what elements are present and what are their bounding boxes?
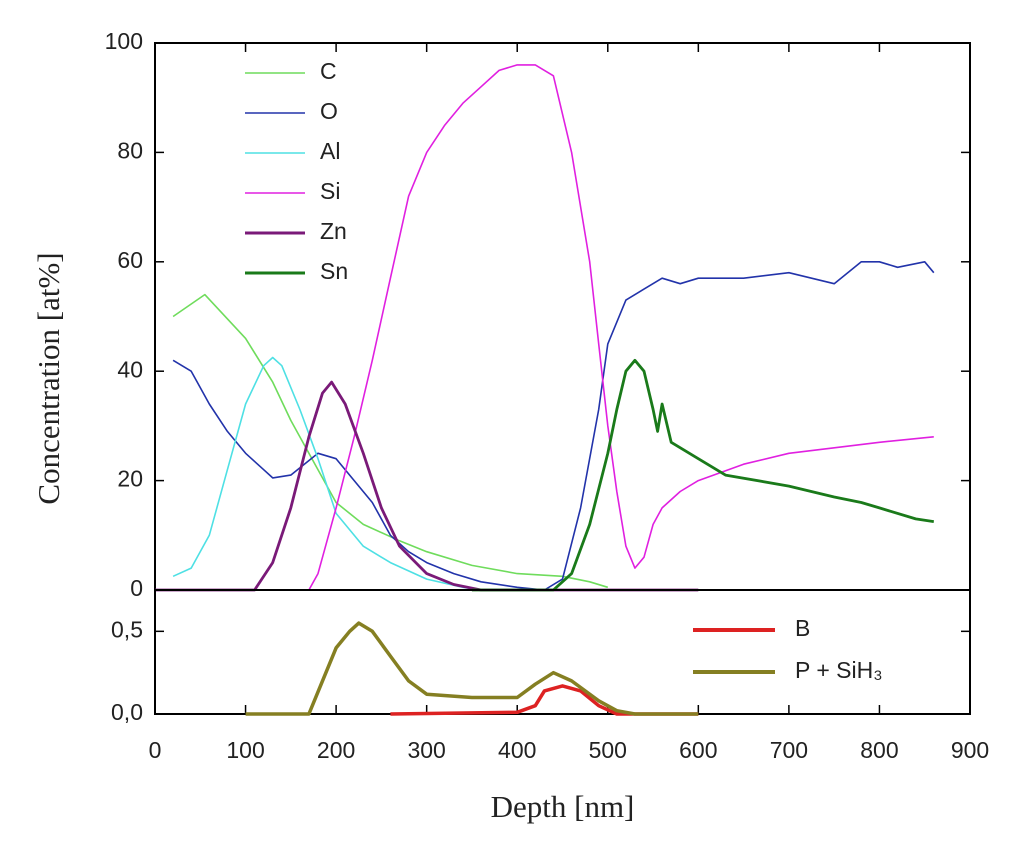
series-line (245, 621, 699, 716)
series-line (155, 380, 699, 592)
legend-label: Sn (320, 258, 348, 284)
x-tick-label: 600 (679, 737, 717, 763)
legend-label: P + SiH₃ (795, 657, 883, 683)
x-tick-label: 500 (589, 737, 627, 763)
x-tick-label: 400 (498, 737, 536, 763)
plot-frame (154, 589, 971, 715)
y-tick-label: 20 (117, 466, 143, 492)
y-tick-label: 80 (117, 137, 143, 163)
y-axis-label: Concentration [at%] (31, 252, 66, 504)
x-axis-label: Depth [nm] (491, 789, 635, 824)
x-tick-label: 800 (860, 737, 898, 763)
series-line (471, 358, 935, 592)
series-line (390, 684, 699, 716)
x-tick-label: 300 (407, 737, 445, 763)
x-tick-label: 100 (226, 737, 264, 763)
series-line (172, 356, 482, 591)
y-tick-label: 40 (117, 356, 143, 382)
legend-label: Al (320, 138, 340, 164)
y-tick-label: 0 (130, 575, 143, 601)
series-line (155, 64, 934, 591)
y-tick-label: 0,5 (111, 616, 143, 642)
y-tick-label: 100 (105, 28, 143, 54)
x-tick-label: 700 (770, 737, 808, 763)
legend-label: Zn (320, 218, 347, 244)
legend-label: Si (320, 178, 340, 204)
y-tick-label: 0,0 (111, 699, 143, 725)
y-tick-label: 60 (117, 247, 143, 273)
legend-label: O (320, 98, 338, 124)
legend-label: B (795, 615, 810, 641)
x-tick-label: 900 (951, 737, 989, 763)
x-tick-label: 200 (317, 737, 355, 763)
x-tick-label: 0 (149, 737, 162, 763)
legend-label: C (320, 58, 337, 84)
plot-frame (154, 42, 971, 591)
series-line (172, 261, 935, 591)
series-line (172, 293, 609, 589)
